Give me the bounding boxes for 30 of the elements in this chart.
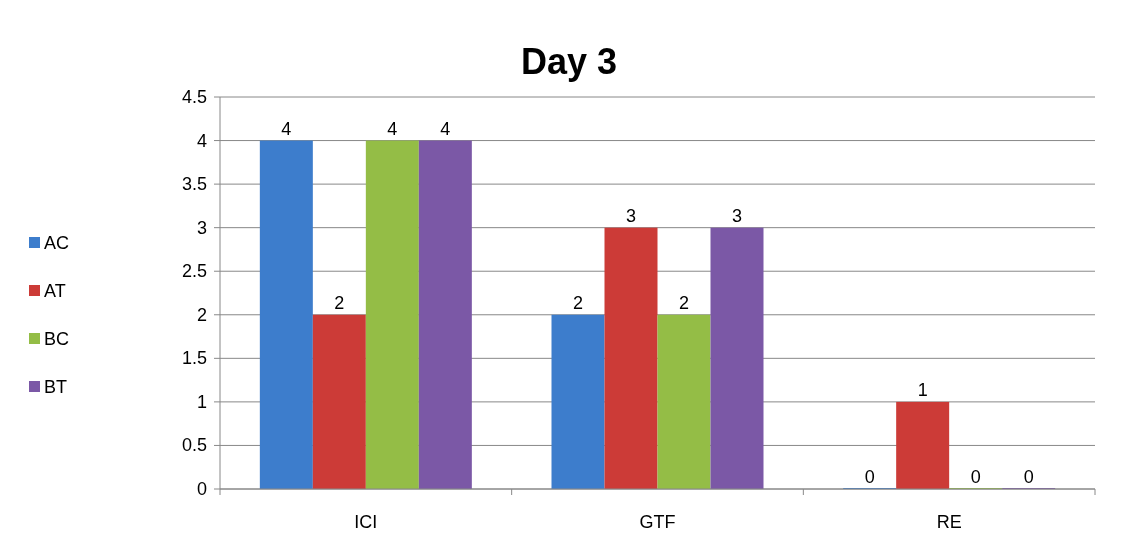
legend-label: AC: [44, 233, 70, 253]
chart-title: Day 3: [520, 41, 618, 82]
y-tick-label: 2: [196, 304, 207, 325]
y-tick-label: 0.5: [181, 435, 207, 456]
x-tick-label: RE: [936, 512, 962, 532]
data-label: 0: [864, 467, 875, 487]
x-tick-label: ICI: [354, 512, 378, 532]
y-tick-label: 3.5: [181, 174, 207, 195]
data-label: 0: [970, 467, 981, 487]
legend-label: BT: [44, 377, 68, 397]
legend-label: BC: [44, 329, 70, 349]
y-tick-label: 4.5: [181, 87, 207, 107]
x-tick-label: GTF: [639, 512, 676, 532]
data-label: 2: [572, 292, 584, 313]
y-tick-label: 2.5: [181, 261, 207, 282]
y-tick-label: 0: [196, 479, 207, 499]
legend-label: AT: [44, 281, 66, 301]
data-label: 4: [281, 118, 292, 139]
y-tick-label: 1: [196, 391, 207, 412]
y-tick-label: 3: [196, 217, 207, 238]
data-label: 2: [334, 292, 345, 313]
data-label: 0: [1023, 467, 1034, 487]
data-label: 4: [440, 118, 451, 139]
data-label: 3: [731, 205, 743, 226]
data-label: 3: [625, 205, 637, 226]
data-label: 4: [387, 118, 398, 139]
y-tick-label: 1.5: [181, 348, 207, 369]
data-label: 2: [678, 292, 690, 313]
y-tick-label: 4: [196, 130, 207, 151]
data-label: 1: [917, 379, 928, 400]
